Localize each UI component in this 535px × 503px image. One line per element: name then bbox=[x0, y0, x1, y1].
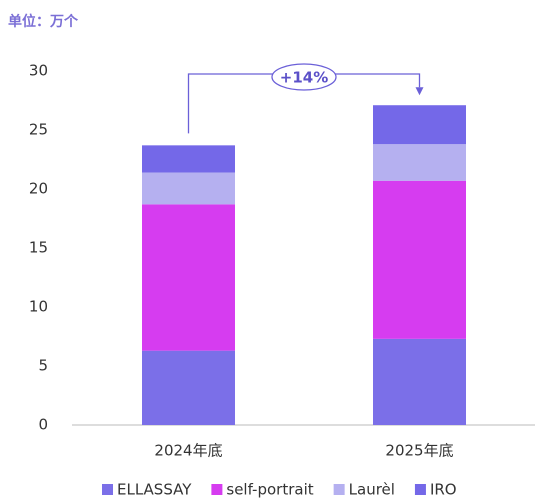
bar-segment bbox=[142, 172, 235, 205]
bar-segment bbox=[142, 350, 235, 425]
unit-label: 单位：万个 bbox=[8, 13, 79, 30]
bar-segment bbox=[373, 144, 466, 181]
bar-segment bbox=[373, 105, 466, 145]
legend-swatch bbox=[102, 484, 113, 495]
y-tick-label: 25 bbox=[29, 121, 48, 139]
bar-segment bbox=[142, 204, 235, 351]
x-tick-label: 2024年底 bbox=[154, 442, 222, 460]
legend-label: self-portrait bbox=[226, 481, 313, 499]
y-tick-label: 5 bbox=[38, 357, 48, 375]
annotation: +14% bbox=[280, 69, 328, 87]
x-tick-label: 2025年底 bbox=[385, 442, 453, 460]
arrow-head bbox=[415, 87, 424, 96]
legend-label: ELLASSAY bbox=[117, 481, 192, 499]
y-tick-label: 20 bbox=[29, 180, 48, 198]
bar-segment bbox=[373, 180, 466, 339]
y-tick-label: 30 bbox=[29, 62, 48, 80]
growth-arrow: +14% bbox=[187, 63, 424, 134]
legend-swatch bbox=[414, 484, 426, 495]
annotation-bubble bbox=[271, 63, 337, 91]
y-tick-label: 10 bbox=[29, 298, 48, 316]
y-tick-label: 0 bbox=[38, 416, 48, 434]
bar-segment bbox=[373, 338, 466, 425]
y-tick-label: 15 bbox=[29, 239, 48, 257]
legend-label: IRO bbox=[430, 481, 457, 499]
bar-segment bbox=[142, 145, 235, 173]
legend-label: Laurèl bbox=[349, 481, 395, 499]
legend-swatch bbox=[333, 484, 345, 495]
legend-swatch bbox=[211, 484, 223, 495]
